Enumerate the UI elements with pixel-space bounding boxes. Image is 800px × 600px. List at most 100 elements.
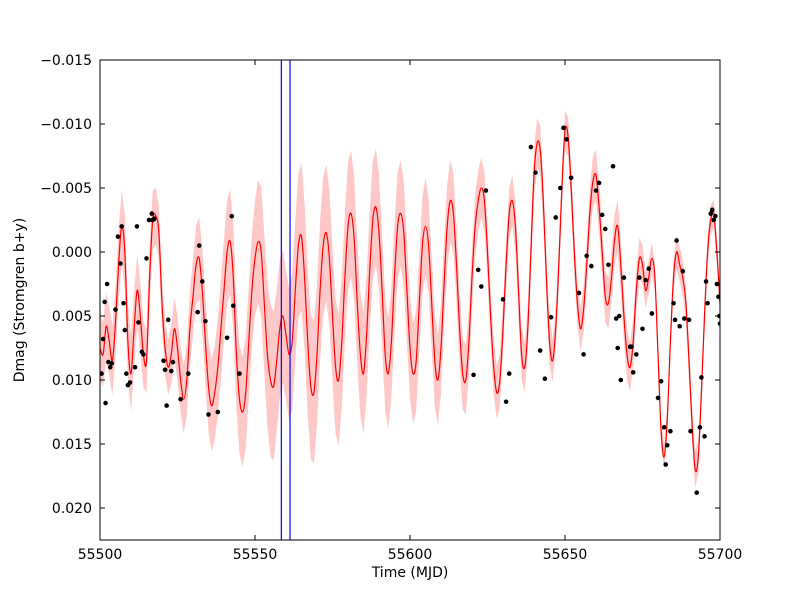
data-point: [500, 297, 506, 302]
data-point: [169, 368, 174, 374]
x-tick-label: 55700: [698, 547, 743, 563]
data-point: [471, 372, 476, 378]
data-point: [151, 216, 157, 222]
data-point: [621, 275, 627, 280]
data-point: [231, 303, 236, 309]
data-point: [237, 371, 242, 376]
data-point: [162, 367, 168, 373]
data-point: [649, 311, 655, 316]
data-point: [141, 352, 146, 357]
data-point: [616, 313, 622, 319]
data-point: [589, 263, 594, 269]
data-point: [146, 217, 152, 223]
data-point: [630, 370, 636, 375]
data-point: [118, 261, 123, 266]
data-point: [215, 409, 221, 415]
data-point: [680, 268, 686, 274]
data-point: [200, 279, 205, 284]
data-point: [568, 175, 574, 181]
data-point: [640, 326, 645, 332]
data-point: [124, 371, 129, 376]
data-point: [475, 267, 481, 273]
x-tick-label: 55550: [233, 547, 278, 563]
data-point: [113, 307, 118, 312]
data-point: [144, 256, 149, 261]
data-point: [708, 211, 713, 216]
y-tick-label: 0.015: [52, 437, 92, 453]
data-point: [119, 224, 124, 229]
data-point: [164, 403, 169, 408]
data-point: [596, 180, 602, 186]
y-tick-label: 0.020: [52, 501, 92, 517]
data-point: [682, 316, 687, 321]
y-tick-label: −0.005: [40, 181, 92, 197]
data-point: [483, 188, 489, 193]
vertical-marker-lines: [280, 60, 291, 540]
data-point: [195, 309, 200, 315]
data-point: [610, 163, 616, 169]
data-point: [558, 185, 563, 191]
data-point: [637, 275, 642, 280]
data-point: [196, 243, 202, 248]
data-point: [229, 213, 235, 219]
data-point: [537, 348, 543, 353]
data-point: [606, 262, 611, 268]
data-point: [603, 226, 608, 232]
data-point: [576, 290, 582, 296]
data-point: [548, 314, 554, 320]
plot-area: [100, 60, 720, 540]
uncertainty-band: [100, 111, 720, 488]
y-tick-label: 0.010: [52, 373, 92, 389]
data-point: [121, 300, 126, 306]
x-tick-label: 55650: [543, 547, 588, 563]
data-point: [655, 395, 661, 401]
data-point: [165, 317, 171, 323]
data-point: [161, 358, 166, 364]
data-point: [115, 234, 121, 239]
data-point: [677, 323, 682, 329]
data-point: [717, 321, 720, 326]
data-point: [104, 281, 110, 287]
observation-points: [100, 125, 720, 495]
y-tick-label: −0.015: [40, 53, 92, 69]
y-tick-label: −0.010: [40, 117, 92, 133]
data-point: [178, 396, 183, 402]
data-point: [663, 462, 669, 467]
data-point: [615, 345, 620, 351]
data-point: [479, 284, 484, 289]
data-point: [542, 376, 548, 382]
data-point: [503, 399, 509, 405]
data-point: [694, 490, 700, 495]
y-tick-label: 0.005: [52, 309, 92, 325]
data-point: [634, 352, 639, 357]
data-point: [122, 327, 128, 333]
data-point: [132, 364, 138, 370]
data-point: [661, 425, 667, 430]
data-point: [618, 377, 624, 383]
data-point: [109, 361, 115, 366]
data-point: [703, 279, 709, 284]
x-axis-label: Time (MJD): [371, 565, 449, 581]
data-point: [553, 215, 558, 220]
x-axis-ticks: 55500 55550 55600 55650 55700: [78, 60, 743, 563]
data-point: [127, 380, 133, 385]
data-point: [593, 188, 599, 193]
data-point: [584, 253, 589, 259]
data-point: [688, 428, 693, 434]
data-point: [686, 317, 692, 323]
y-axis-ticks: −0.015 −0.010 −0.005 0.000 0.005 0.010 0.015 0.…: [40, 53, 720, 517]
data-point: [709, 207, 715, 213]
data-point: [697, 425, 703, 430]
x-tick-label: 55600: [388, 547, 433, 563]
data-point: [668, 428, 673, 434]
data-point: [643, 277, 648, 283]
data-point: [646, 266, 651, 271]
data-point: [716, 294, 720, 300]
data-point: [224, 335, 230, 341]
data-point: [714, 281, 720, 287]
data-point: [581, 352, 586, 357]
data-point: [674, 238, 679, 243]
data-point: [705, 300, 710, 306]
